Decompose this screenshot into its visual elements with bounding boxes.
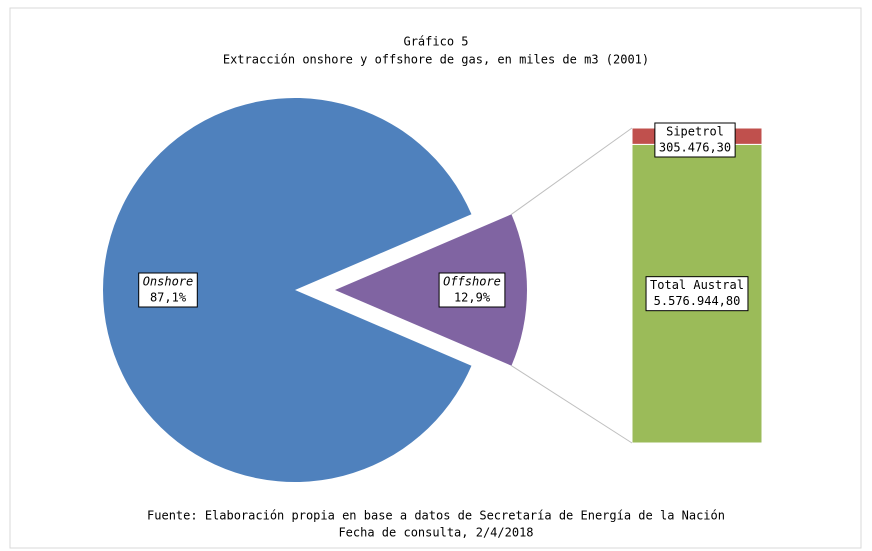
connector-line [511,365,633,444]
data-label: Sipetrol 305.476,30 [654,122,736,158]
chart-subtitle: Extracción onshore y offshore de gas, en… [223,53,649,67]
label-box [438,272,506,308]
data-label: Total Austral 5.576.944,80 [645,276,749,312]
date-note: Fecha de consulta, 2/4/2018 [338,526,533,540]
data-label: Offshore 12,9% [438,272,506,308]
label-value: 87,1% [150,291,187,305]
label-name: Total Austral [650,278,744,292]
pie-slice [335,214,528,366]
label-box [645,276,749,312]
label-value: 5.576.944,80 [654,294,741,308]
label-value: 12,9% [454,291,491,305]
label-value: 305.476,30 [659,141,731,155]
label-box [138,272,198,308]
label-name: Offshore [443,275,501,289]
pie-slice [103,98,472,483]
label-box [654,122,736,158]
chart-title: Gráfico 5 [403,35,468,49]
source-note: Fuente: Elaboración propia en base a dat… [147,509,725,523]
connector-line [511,127,633,215]
label-name: Onshore [143,275,194,289]
label-name: Sipetrol [666,125,724,139]
data-label: Onshore 87,1% [138,272,198,308]
